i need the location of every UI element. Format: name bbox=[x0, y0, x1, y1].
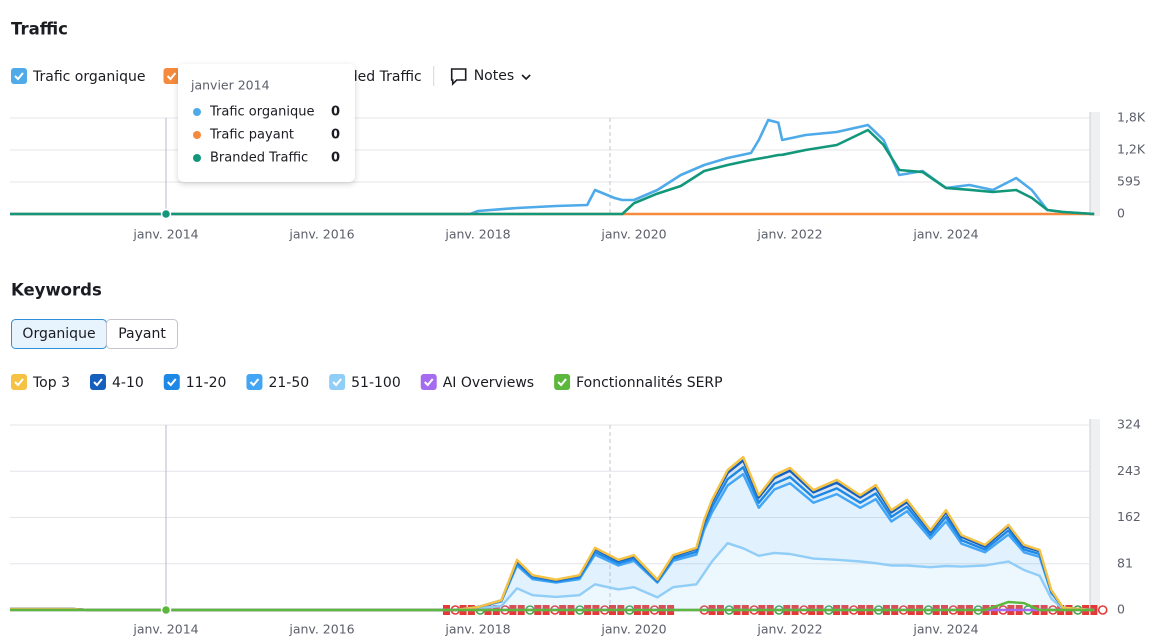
x-tick-label: janv. 2014 bbox=[132, 227, 198, 242]
series-line bbox=[10, 118, 1095, 216]
x-tick-label: janv. 2024 bbox=[912, 227, 978, 242]
tooltip-value: 0 bbox=[331, 151, 340, 166]
tooltip-name: Trafic organique bbox=[209, 105, 314, 120]
legend-check bbox=[14, 378, 24, 387]
x-tick-label: janv. 2024 bbox=[912, 622, 978, 637]
toggle-organic[interactable]: Organique bbox=[22, 326, 95, 342]
legend-label[interactable]: Top 3 bbox=[32, 375, 70, 391]
tooltip-title: janvier 2014 bbox=[190, 78, 270, 93]
legend-label[interactable]: 21-50 bbox=[268, 375, 309, 391]
tooltip-value: 0 bbox=[331, 128, 340, 143]
x-tick-label: janv. 2016 bbox=[288, 622, 354, 637]
legend-check bbox=[167, 378, 177, 387]
x-tick-label: janv. 2018 bbox=[444, 622, 510, 637]
stack-line bbox=[10, 466, 1095, 612]
y-tick-label: 1,8K bbox=[1117, 110, 1146, 125]
y-tick-label: 81 bbox=[1117, 555, 1133, 570]
notes-button[interactable]: Notes bbox=[474, 68, 514, 84]
tooltip-dot bbox=[193, 154, 201, 162]
legend-box[interactable] bbox=[89, 374, 106, 390]
section-title: Traffic bbox=[11, 20, 68, 39]
legend-label[interactable]: 4-10 bbox=[112, 375, 144, 391]
legend-check bbox=[557, 378, 567, 387]
notes-icon bbox=[450, 68, 467, 86]
x-tick-label: janv. 2022 bbox=[756, 227, 822, 242]
x-tick-label: janv. 2018 bbox=[444, 227, 510, 242]
legend-box[interactable] bbox=[554, 374, 571, 390]
y-tick-label: 162 bbox=[1117, 509, 1141, 524]
stack-line bbox=[10, 542, 1095, 612]
legend-label[interactable]: Trafic organique bbox=[32, 69, 145, 85]
toggle-paid-bg[interactable] bbox=[106, 319, 178, 349]
series-line bbox=[10, 128, 1095, 216]
stack-line bbox=[10, 455, 1095, 612]
y-tick-label: 324 bbox=[1117, 417, 1141, 432]
section-title: Keywords bbox=[11, 281, 102, 300]
stack-area bbox=[10, 474, 1095, 610]
legend-label[interactable]: AI Overviews bbox=[443, 375, 534, 391]
legend-label[interactable]: 11-20 bbox=[186, 375, 227, 391]
legend-box[interactable] bbox=[246, 374, 263, 390]
tooltip-name: Branded Traffic bbox=[210, 151, 308, 166]
x-tick-label: janv. 2020 bbox=[600, 227, 666, 242]
legend-box[interactable] bbox=[420, 374, 437, 390]
notes-chevron bbox=[521, 74, 531, 81]
legend-check bbox=[166, 72, 177, 81]
tooltip-name: Trafic payant bbox=[209, 128, 294, 143]
series-line bbox=[10, 600, 1095, 612]
toggle-paid[interactable]: Payant bbox=[118, 326, 166, 342]
legend-check bbox=[93, 378, 103, 387]
legend-box[interactable] bbox=[11, 374, 27, 390]
x-tick-label: janv. 2020 bbox=[600, 622, 666, 637]
legend-check bbox=[332, 378, 342, 387]
legend-check bbox=[14, 72, 24, 81]
legend-check bbox=[249, 378, 260, 387]
x-tick-label: janv. 2014 bbox=[132, 622, 198, 637]
legend-label[interactable]: 51-100 bbox=[351, 375, 401, 391]
y-tick-label: 595 bbox=[1117, 174, 1141, 189]
range-edge bbox=[1090, 112, 1100, 216]
tooltip-value: 0 bbox=[331, 105, 340, 120]
legend-box[interactable] bbox=[163, 374, 180, 390]
hover-dot bbox=[160, 604, 172, 616]
tooltip-dot bbox=[193, 108, 201, 116]
tooltip-dot bbox=[193, 131, 201, 139]
y-tick-label: 1,2K bbox=[1117, 142, 1146, 157]
legend-label[interactable]: Fonctionnalités SERP bbox=[576, 375, 723, 391]
legend-box[interactable] bbox=[11, 68, 27, 84]
legend-check bbox=[424, 378, 434, 387]
x-tick-label: janv. 2016 bbox=[288, 227, 354, 242]
tooltip: janvier 2014 Trafic organique 0 Trafic paya… bbox=[178, 64, 355, 182]
stack-line bbox=[10, 472, 1095, 612]
y-tick-label: 0 bbox=[1117, 206, 1125, 221]
x-tick-label: janv. 2022 bbox=[756, 622, 822, 637]
update-flag bbox=[1097, 605, 1108, 615]
hover-dot bbox=[160, 208, 172, 220]
y-tick-label: 0 bbox=[1117, 602, 1125, 617]
toggle-group: Organique Payant bbox=[11, 319, 178, 349]
y-tick-label: 243 bbox=[1117, 463, 1141, 478]
range-edge bbox=[1090, 419, 1100, 612]
legend-box[interactable] bbox=[163, 68, 180, 84]
legend-box[interactable] bbox=[329, 374, 346, 390]
tooltip-box bbox=[178, 64, 355, 182]
